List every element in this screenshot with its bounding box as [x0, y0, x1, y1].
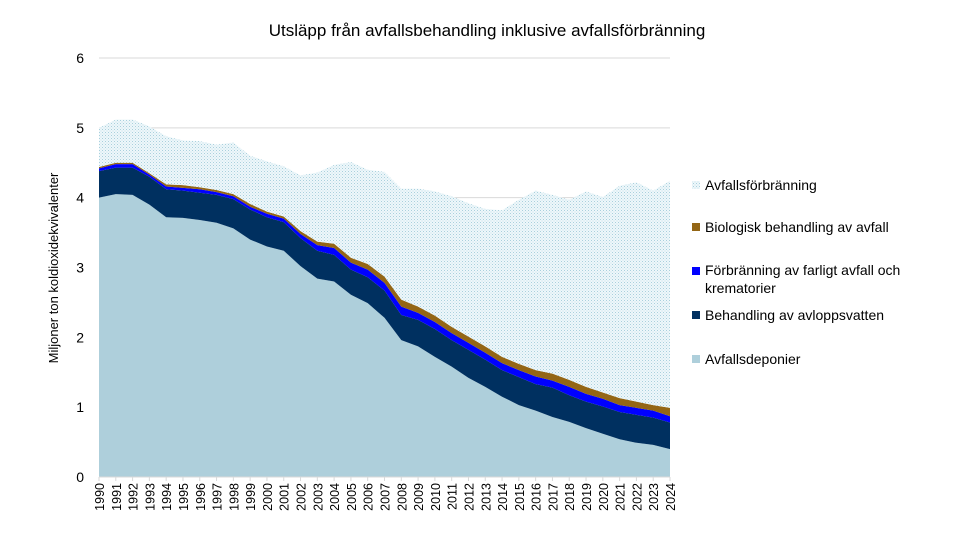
y-tick-label: 4 — [76, 190, 84, 206]
x-tick-label: 1990 — [93, 483, 107, 511]
x-tick-label: 2006 — [362, 483, 376, 511]
legend-label: Avfallsdeponier — [705, 351, 801, 367]
x-tick-label: 2020 — [597, 483, 611, 511]
legend-item: Biologisk behandling av avfall — [692, 219, 889, 235]
x-tick-labels: 1990 1991 1992 1993 1994 1995 1996 1997 1998 1999… — [93, 477, 678, 511]
x-tick-label: 1995 — [177, 483, 191, 511]
x-tick-label: 1997 — [211, 483, 225, 511]
x-tick-label: 2001 — [278, 483, 292, 511]
x-tick-label: 2007 — [379, 483, 393, 511]
legend-item: Förbränning av farligt avfall och kremato… — [692, 262, 900, 296]
legend-label: Förbränning av farligt avfall och kremato… — [705, 262, 900, 296]
legend: Avfallsförbränning Biologisk behandling a… — [692, 177, 900, 367]
x-tick-label: 1993 — [143, 483, 157, 511]
x-tick-label: 2011 — [446, 483, 460, 510]
y-tick-label: 2 — [76, 329, 84, 345]
legend-item: Behandling av avloppsvatten — [692, 307, 884, 323]
x-tick-label: 2021 — [614, 483, 628, 511]
chart-title: Utsläpp från avfallsbehandling inklusive… — [269, 21, 706, 40]
legend-item: Avfallsförbränning — [692, 177, 817, 193]
legend-item: Avfallsdeponier — [692, 351, 801, 367]
legend-label: Biologisk behandling av avfall — [705, 219, 889, 235]
legend-swatch — [692, 223, 700, 231]
area-series-4 — [99, 119, 670, 408]
legend-swatch — [692, 181, 700, 189]
x-tick-label: 1991 — [110, 483, 124, 511]
x-tick-label: 2024 — [664, 483, 678, 511]
y-tick-label: 1 — [76, 399, 84, 415]
x-tick-label: 1998 — [227, 483, 241, 511]
y-tick-label: 6 — [76, 50, 84, 66]
x-tick-label: 1999 — [244, 483, 258, 511]
x-tick-label: 2017 — [546, 483, 560, 511]
x-tick-label: 2004 — [328, 483, 342, 511]
legend-swatch — [692, 355, 700, 363]
areas — [99, 119, 670, 478]
x-tick-label: 2023 — [647, 483, 661, 511]
legend-swatch — [692, 267, 700, 275]
x-tick-label: 2013 — [479, 483, 493, 511]
x-tick-label: 1994 — [160, 483, 174, 511]
legend-label: Avfallsförbränning — [705, 177, 817, 193]
legend-label: Behandling av avloppsvatten — [705, 307, 884, 323]
x-tick-label: 2018 — [563, 483, 577, 511]
x-tick-label: 1996 — [194, 483, 208, 511]
y-tick-label: 5 — [76, 120, 84, 136]
x-tick-label: 2019 — [580, 483, 594, 511]
y-tick-label: 3 — [76, 260, 84, 276]
x-tick-label: 2022 — [630, 483, 644, 511]
x-tick-label: 2003 — [311, 483, 325, 511]
x-tick-label: 2005 — [345, 483, 359, 511]
y-tick-labels: 0 1 2 3 4 5 6 — [76, 50, 84, 485]
x-tick-label: 2010 — [429, 483, 443, 511]
x-tick-label: 2002 — [295, 483, 309, 511]
y-axis-label: Miljoner ton koldioxidekvivalenter — [46, 172, 61, 363]
x-tick-label: 2015 — [513, 483, 527, 511]
x-tick-label: 2000 — [261, 483, 275, 511]
area-series-0 — [99, 194, 670, 478]
x-tick-label: 2009 — [412, 483, 426, 511]
x-tick-label: 2008 — [395, 483, 409, 511]
area-series-1 — [99, 167, 670, 450]
x-tick-label: 2014 — [496, 483, 510, 511]
x-tick-label: 1992 — [127, 483, 141, 511]
legend-swatch — [692, 311, 700, 319]
y-tick-label: 0 — [76, 469, 84, 485]
x-tick-label: 2016 — [530, 483, 544, 511]
x-tick-label: 2012 — [462, 483, 476, 511]
